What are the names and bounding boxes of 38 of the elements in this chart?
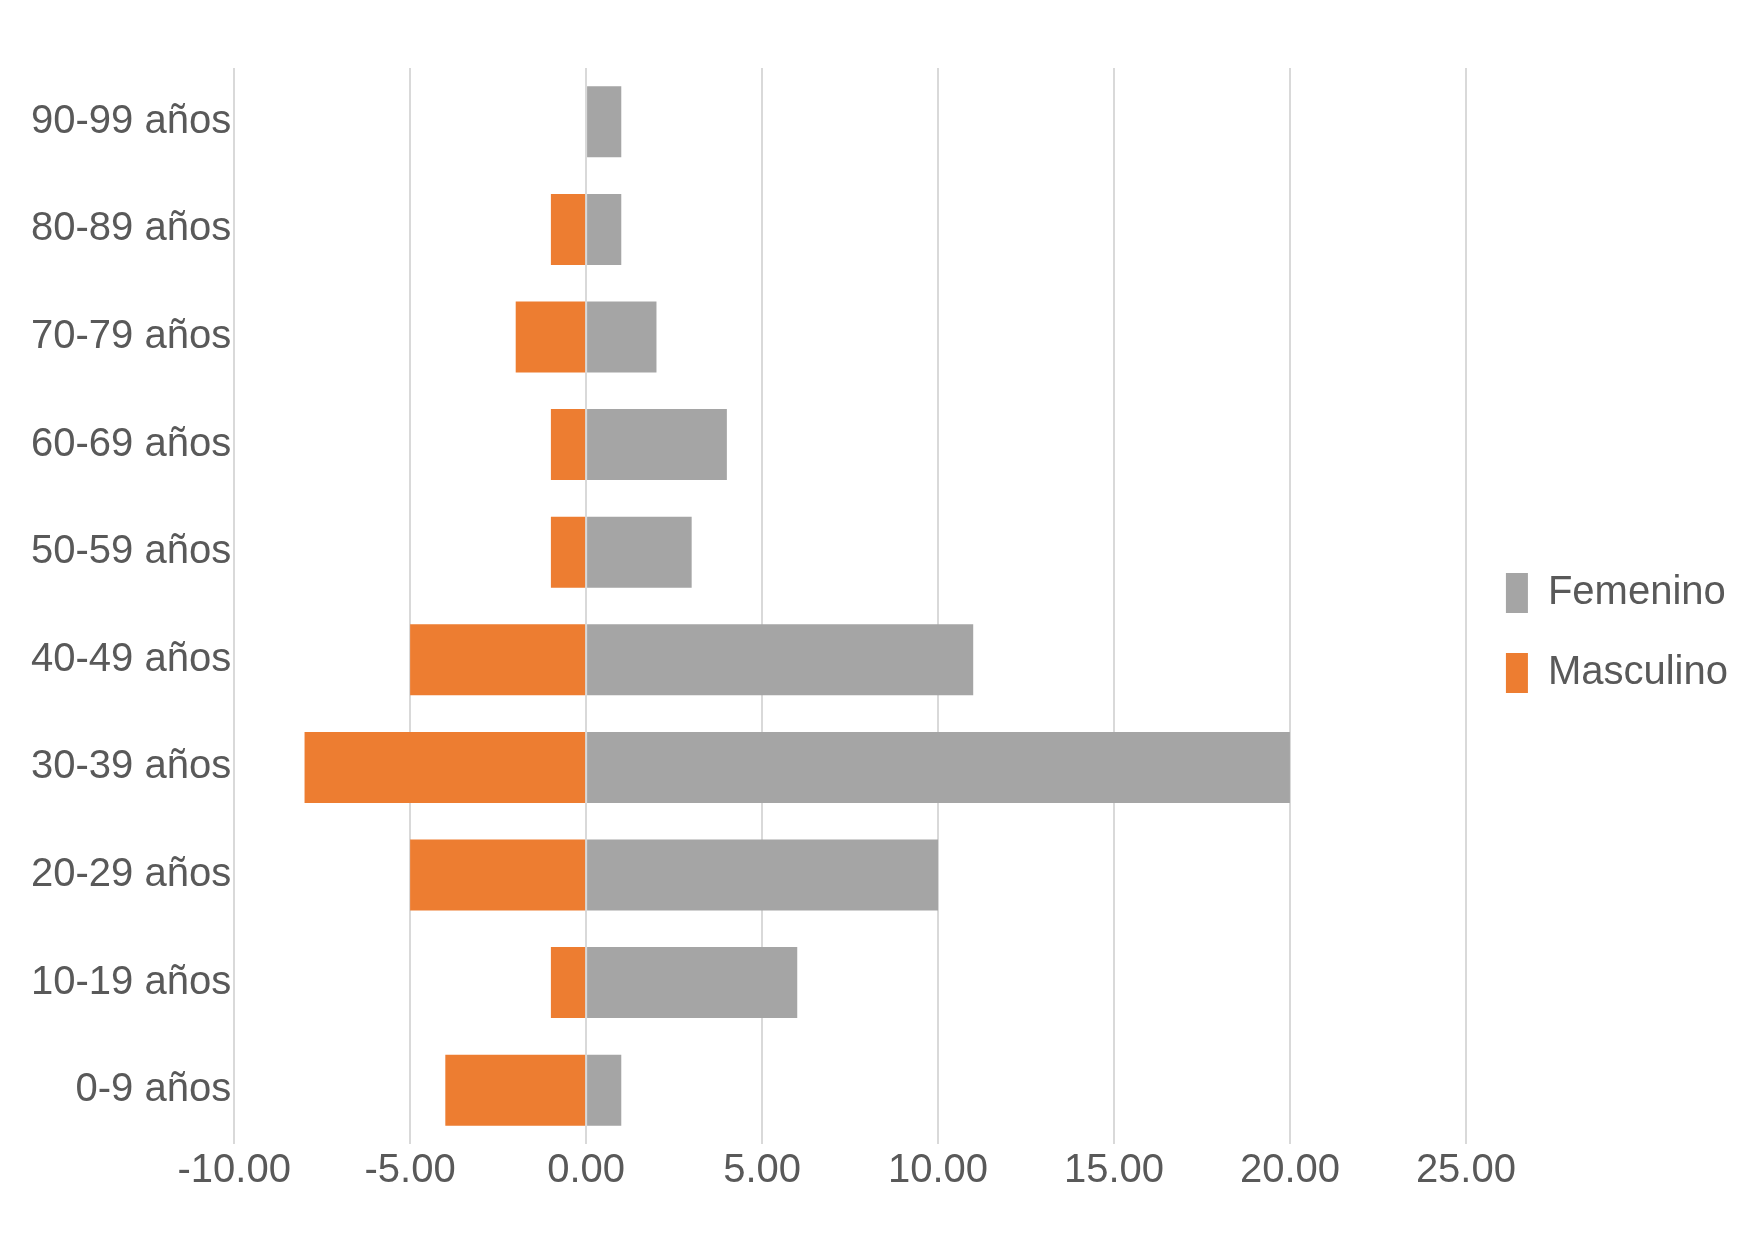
y-tick-label: 60-69 años (31, 419, 232, 464)
x-tick-label: 15.00 (1063, 1146, 1165, 1191)
x-tick-label: 20.00 (1239, 1146, 1341, 1191)
bar (587, 86, 622, 158)
x-tick-label: -10.00 (177, 1146, 291, 1191)
bar (587, 193, 622, 265)
bar (550, 409, 586, 481)
x-tick-label: 0.00 (547, 1146, 626, 1191)
bar (587, 301, 657, 373)
legend-label: Masculino (1547, 648, 1728, 693)
bar (515, 301, 586, 373)
legend-label: Femenino (1547, 568, 1726, 613)
bar (410, 839, 586, 911)
bar (550, 947, 586, 1019)
bar (410, 624, 586, 696)
bar (587, 624, 974, 696)
y-tick-label: 10-19 años (31, 957, 232, 1002)
y-tick-label: 40-49 años (31, 634, 232, 679)
bar (550, 193, 586, 265)
bar (587, 516, 692, 588)
x-tick-label: 5.00 (723, 1146, 801, 1191)
bar (445, 1054, 586, 1126)
y-tick-label: 0-9 años (75, 1065, 232, 1110)
y-tick-label: 90-99 años (31, 96, 232, 141)
bar (587, 839, 939, 911)
y-tick-label: 20-29 años (31, 850, 232, 895)
bar (304, 731, 586, 803)
y-tick-label: 80-89 años (31, 204, 232, 249)
bar (587, 409, 727, 481)
x-tick-label: 25.00 (1415, 1146, 1516, 1191)
y-tick-label: 70-79 años (31, 312, 232, 357)
bar (587, 947, 798, 1019)
bar (587, 1054, 622, 1126)
x-tick-label: -5.00 (364, 1146, 456, 1191)
y-tick-label: 50-59 años (31, 527, 232, 572)
x-tick-label: 10.00 (887, 1146, 989, 1191)
y-tick-label: 30-39 años (31, 742, 232, 787)
bar (550, 516, 586, 588)
